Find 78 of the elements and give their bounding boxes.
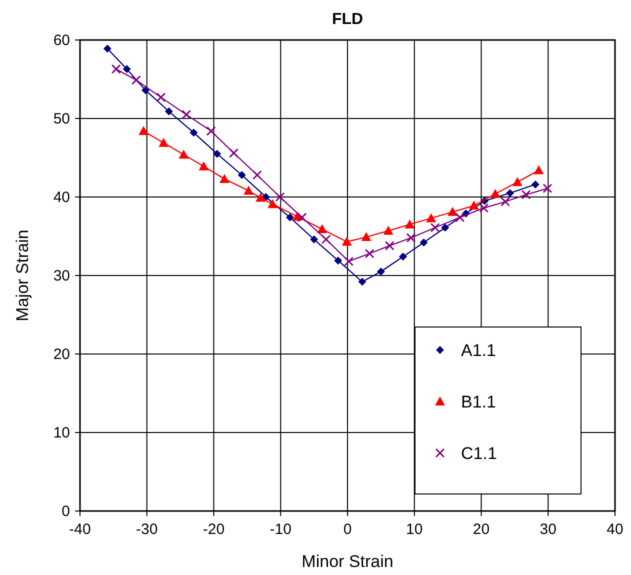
point bbox=[479, 203, 489, 213]
point bbox=[256, 192, 266, 202]
point bbox=[317, 224, 328, 234]
point bbox=[531, 180, 540, 188]
point bbox=[364, 248, 374, 258]
point bbox=[420, 238, 428, 247]
point bbox=[268, 199, 278, 208]
point bbox=[455, 212, 465, 222]
x-tick-label: 20 bbox=[472, 521, 490, 538]
point bbox=[238, 171, 246, 180]
x-tick-label: 40 bbox=[606, 521, 624, 538]
x-tick-label: -10 bbox=[270, 521, 292, 538]
point bbox=[122, 65, 131, 74]
point bbox=[426, 213, 436, 222]
x-tick-label: -30 bbox=[136, 521, 158, 538]
y-tick-label: 60 bbox=[53, 32, 70, 49]
point bbox=[219, 174, 230, 183]
point bbox=[286, 213, 294, 222]
point bbox=[447, 206, 458, 216]
point bbox=[229, 148, 239, 158]
y-tick-label: 10 bbox=[53, 424, 70, 442]
point bbox=[361, 232, 372, 242]
point bbox=[534, 165, 544, 174]
point bbox=[383, 226, 394, 235]
point bbox=[190, 128, 198, 137]
point bbox=[156, 92, 166, 102]
point bbox=[404, 219, 415, 228]
legend-label: B1.1 bbox=[461, 392, 496, 412]
point bbox=[399, 252, 408, 261]
point bbox=[384, 240, 394, 250]
point bbox=[406, 233, 416, 243]
point bbox=[131, 75, 141, 85]
x-axis-title: Minor Strain bbox=[302, 552, 394, 571]
point bbox=[321, 234, 331, 244]
point bbox=[430, 222, 440, 232]
y-tick-label: 0 bbox=[62, 503, 70, 520]
point bbox=[178, 150, 189, 159]
point bbox=[138, 126, 149, 136]
y-tick-label: 40 bbox=[53, 189, 70, 206]
point bbox=[297, 212, 307, 222]
point bbox=[358, 278, 366, 286]
legend-label: C1.1 bbox=[461, 444, 497, 463]
point bbox=[490, 188, 500, 198]
y-tick-label: 20 bbox=[53, 346, 70, 363]
x-tick-label: 0 bbox=[343, 521, 352, 538]
y-tick-label: 30 bbox=[53, 268, 70, 284]
x-tick-label: -40 bbox=[69, 521, 91, 538]
point bbox=[468, 200, 479, 210]
point bbox=[206, 126, 216, 136]
point bbox=[500, 196, 510, 206]
point bbox=[103, 44, 112, 53]
point bbox=[310, 235, 318, 244]
point bbox=[164, 107, 173, 116]
point bbox=[252, 170, 262, 180]
point bbox=[441, 224, 450, 232]
chart-title: FLD bbox=[332, 11, 364, 28]
point bbox=[542, 184, 552, 194]
point bbox=[506, 189, 514, 198]
point bbox=[158, 138, 169, 147]
x-tick-label: 30 bbox=[540, 521, 556, 538]
point bbox=[275, 192, 285, 202]
point bbox=[376, 268, 385, 276]
legend-label: A1.1 bbox=[461, 341, 496, 360]
point bbox=[244, 186, 254, 195]
point bbox=[213, 150, 222, 158]
point bbox=[182, 110, 192, 120]
point bbox=[111, 64, 121, 74]
point bbox=[142, 86, 150, 94]
point bbox=[334, 256, 342, 265]
point bbox=[344, 256, 354, 266]
point bbox=[521, 190, 531, 200]
point bbox=[342, 236, 352, 246]
point bbox=[512, 177, 522, 186]
y-tick-label: 50 bbox=[53, 110, 70, 128]
point bbox=[198, 161, 209, 170]
y-axis-title: Major Strain bbox=[13, 230, 32, 322]
x-tick-label: 10 bbox=[406, 521, 423, 538]
x-tick-label: -20 bbox=[202, 521, 225, 538]
